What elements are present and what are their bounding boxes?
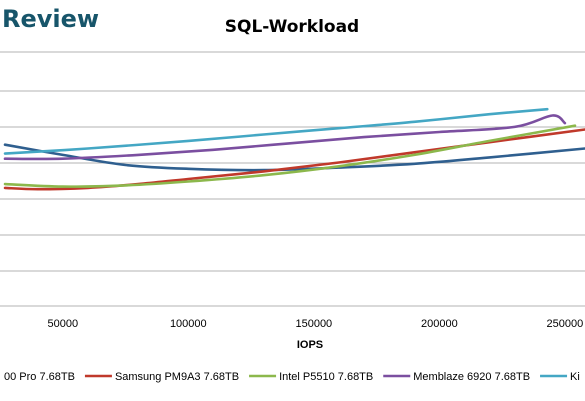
x-axis-ticks: 50000 100000 150000 200000 250000	[47, 318, 583, 330]
legend-label: Memblaze 6920 7.68TB	[413, 371, 530, 383]
series-lines	[3, 107, 585, 191]
legend-label: Samsung PM9A3 7.68TB	[115, 371, 239, 383]
legend-label: Ki	[570, 371, 580, 383]
x-tick-label: 250000	[547, 318, 584, 330]
x-axis-label: IOPS	[297, 339, 323, 351]
gridlines	[0, 51, 585, 307]
x-tick-label: 100000	[170, 318, 207, 330]
x-tick-label: 150000	[295, 318, 332, 330]
chart-title: SQL-Workload	[225, 17, 359, 37]
brand-logo: Review	[2, 5, 99, 33]
legend-label: Intel P5510 7.68TB	[279, 371, 373, 383]
series-line-4	[3, 114, 567, 161]
x-tick-label: 200000	[421, 318, 458, 330]
series-line-3	[3, 124, 577, 188]
x-tick-label: 50000	[47, 318, 78, 330]
legend: 00 Pro 7.68TB Samsung PM9A3 7.68TB Intel P…	[4, 371, 580, 383]
series-line-5	[3, 107, 549, 155]
legend-label: 00 Pro 7.68TB	[4, 371, 75, 383]
